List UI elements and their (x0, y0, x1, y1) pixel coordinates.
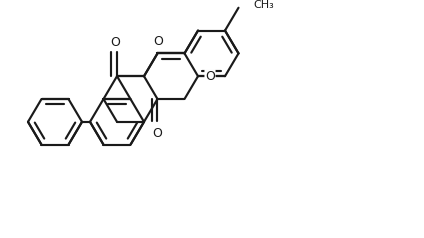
Text: O: O (205, 70, 215, 83)
Text: O: O (153, 127, 162, 140)
Text: CH₃: CH₃ (254, 0, 274, 10)
Text: O: O (110, 36, 120, 49)
Text: O: O (153, 35, 163, 48)
